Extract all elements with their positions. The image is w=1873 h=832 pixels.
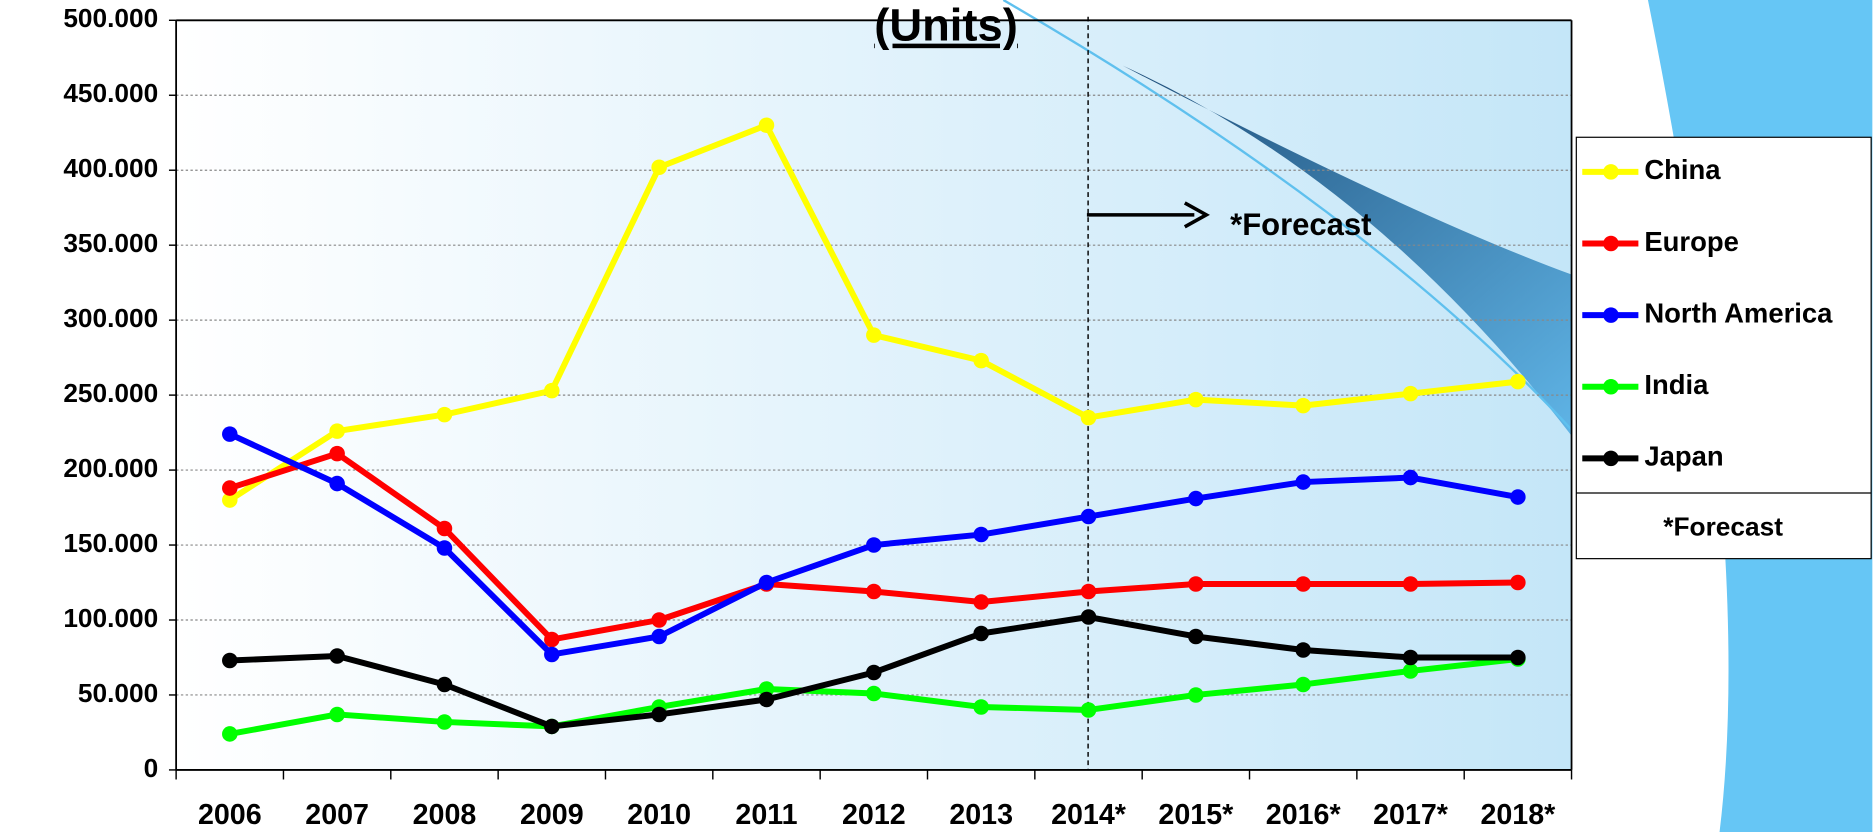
data-point bbox=[866, 665, 882, 681]
data-point bbox=[759, 692, 775, 708]
data-point bbox=[973, 527, 989, 543]
data-point bbox=[437, 540, 453, 556]
data-point bbox=[1295, 474, 1311, 490]
data-point bbox=[1188, 491, 1204, 507]
data-point bbox=[544, 647, 560, 663]
data-point bbox=[973, 626, 989, 642]
y-tick-label: 400.000 bbox=[63, 153, 158, 183]
annotation: *Forecast bbox=[1230, 207, 1371, 242]
data-point bbox=[1510, 650, 1526, 666]
data-point bbox=[1403, 663, 1419, 679]
data-point bbox=[544, 719, 560, 735]
data-point bbox=[1403, 470, 1419, 486]
data-point bbox=[437, 714, 453, 730]
chart: (Units) *Forecast *Forecast 0 50.000 100.0… bbox=[0, 0, 1873, 832]
data-point bbox=[1081, 609, 1097, 625]
y-tick-label: 350.000 bbox=[63, 228, 158, 258]
y-tick-label: 250.000 bbox=[63, 378, 158, 408]
x-tick-label: 2008 bbox=[413, 799, 477, 831]
page: {"chart_data": {"type": "line", "title":… bbox=[0, 0, 1873, 832]
legend bbox=[1576, 137, 1871, 558]
data-point bbox=[1188, 392, 1204, 408]
data-point bbox=[1081, 584, 1097, 600]
data-point bbox=[973, 353, 989, 369]
data-point bbox=[329, 423, 345, 439]
x-tick-label: 2015* bbox=[1158, 799, 1234, 831]
x-tick-label: 2011 bbox=[735, 799, 797, 831]
data-point bbox=[222, 426, 238, 442]
legend-swatch bbox=[1603, 164, 1619, 180]
data-point bbox=[437, 521, 453, 537]
legend-label: India bbox=[1644, 369, 1709, 400]
x-tick-label: 2012 bbox=[842, 799, 906, 831]
data-point bbox=[1295, 642, 1311, 658]
data-point bbox=[222, 653, 238, 669]
y-tick-label: 300.000 bbox=[63, 303, 158, 333]
legend-label: Japan bbox=[1644, 441, 1723, 472]
data-point bbox=[544, 383, 560, 399]
y-tick-label: 200.000 bbox=[63, 453, 158, 483]
legend-swatch bbox=[1603, 379, 1619, 395]
data-point bbox=[1510, 374, 1526, 390]
x-tick-label: 2014* bbox=[1051, 799, 1127, 831]
data-point bbox=[222, 726, 238, 742]
legend-note: *Forecast bbox=[1663, 512, 1783, 542]
y-tick-label: 150.000 bbox=[63, 528, 158, 558]
data-point bbox=[1188, 576, 1204, 592]
data-point bbox=[1081, 410, 1097, 426]
legend-label: China bbox=[1644, 154, 1721, 185]
data-point bbox=[1403, 386, 1419, 402]
data-point bbox=[1295, 576, 1311, 592]
data-point bbox=[329, 648, 345, 664]
data-point bbox=[651, 159, 667, 175]
data-point bbox=[759, 117, 775, 133]
x-tick-label: 2006 bbox=[198, 799, 262, 831]
x-tick-label: 2007 bbox=[305, 799, 369, 831]
y-tick-label: 50.000 bbox=[78, 678, 158, 708]
data-point bbox=[1403, 576, 1419, 592]
data-point bbox=[973, 699, 989, 715]
data-point bbox=[866, 537, 882, 553]
legend-label: Europe bbox=[1644, 226, 1739, 257]
data-point bbox=[1081, 702, 1097, 718]
data-point bbox=[1188, 687, 1204, 703]
legend-swatch bbox=[1603, 307, 1619, 323]
data-point bbox=[1403, 650, 1419, 666]
x-tick-label: 2009 bbox=[520, 799, 584, 831]
legend-label: North America bbox=[1644, 297, 1833, 328]
x-tick-label: 2017* bbox=[1373, 799, 1449, 831]
x-tick-label: 2016* bbox=[1266, 799, 1342, 831]
data-point bbox=[651, 629, 667, 645]
data-point bbox=[1295, 677, 1311, 693]
data-point bbox=[651, 707, 667, 723]
x-tick-label: 2013 bbox=[949, 799, 1013, 831]
data-point bbox=[1510, 575, 1526, 591]
data-point bbox=[329, 707, 345, 723]
data-point bbox=[1081, 509, 1097, 525]
chart-title: (Units) bbox=[874, 0, 1018, 51]
y-tick-label: 0 bbox=[144, 753, 159, 783]
data-point bbox=[329, 446, 345, 462]
data-point bbox=[222, 480, 238, 496]
data-point bbox=[329, 476, 345, 492]
legend-swatch bbox=[1603, 236, 1619, 252]
data-point bbox=[866, 686, 882, 702]
data-point bbox=[437, 677, 453, 693]
data-point bbox=[651, 612, 667, 628]
x-tick-label: 2018* bbox=[1480, 799, 1556, 831]
data-point bbox=[973, 594, 989, 610]
data-point bbox=[1188, 629, 1204, 645]
y-tick-label: 500.000 bbox=[63, 3, 158, 33]
data-point bbox=[866, 327, 882, 343]
data-point bbox=[437, 407, 453, 423]
x-tick-label: 2010 bbox=[627, 799, 691, 831]
y-tick-label: 100.000 bbox=[63, 603, 158, 633]
data-point bbox=[1295, 398, 1311, 414]
data-point bbox=[1510, 489, 1526, 505]
data-point bbox=[759, 575, 775, 591]
legend-swatch bbox=[1603, 451, 1619, 467]
data-point bbox=[866, 584, 882, 600]
y-tick-label: 450.000 bbox=[63, 78, 158, 108]
